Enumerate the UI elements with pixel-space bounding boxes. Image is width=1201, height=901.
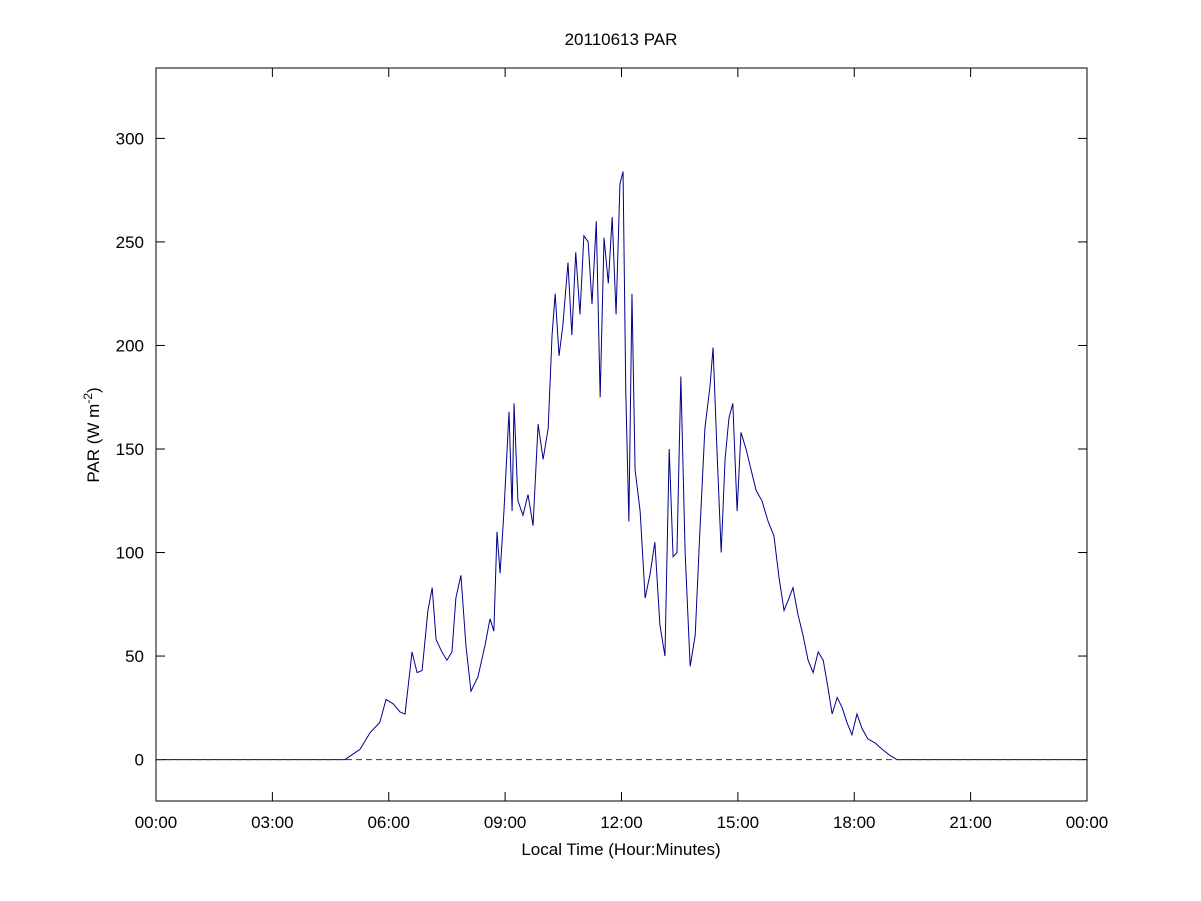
x-tick-label: 06:00 (367, 813, 410, 832)
y-tick-label: 150 (116, 440, 144, 459)
data-line (156, 171, 1087, 761)
x-tick-label: 00:00 (135, 813, 178, 832)
x-tick-label: 21:00 (949, 813, 992, 832)
x-tick-label: 03:00 (251, 813, 294, 832)
y-tick-label: 0 (135, 751, 144, 770)
chart-title: 20110613 PAR (565, 30, 678, 49)
y-tick-label: 250 (116, 233, 144, 252)
x-tick-label: 12:00 (600, 813, 643, 832)
y-label-exponent: -2 (81, 393, 95, 404)
x-tick-label: 00:00 (1066, 813, 1109, 832)
x-tick-label: 09:00 (484, 813, 527, 832)
y-tick-label: 200 (116, 336, 144, 355)
y-label-main: PAR (W m (84, 404, 103, 483)
y-tick-label: 50 (125, 647, 144, 666)
x-axis-label: Local Time (Hour:Minutes) (521, 840, 720, 859)
plot-frame (155, 67, 1088, 802)
x-tick-label: 18:00 (833, 813, 876, 832)
y-label-end: ) (84, 387, 103, 393)
y-tick-label: 100 (116, 544, 144, 563)
x-tick-label: 15:00 (717, 813, 760, 832)
y-tick-label: 300 (116, 129, 144, 148)
y-axis-label: PAR (W m-2) (81, 387, 103, 482)
